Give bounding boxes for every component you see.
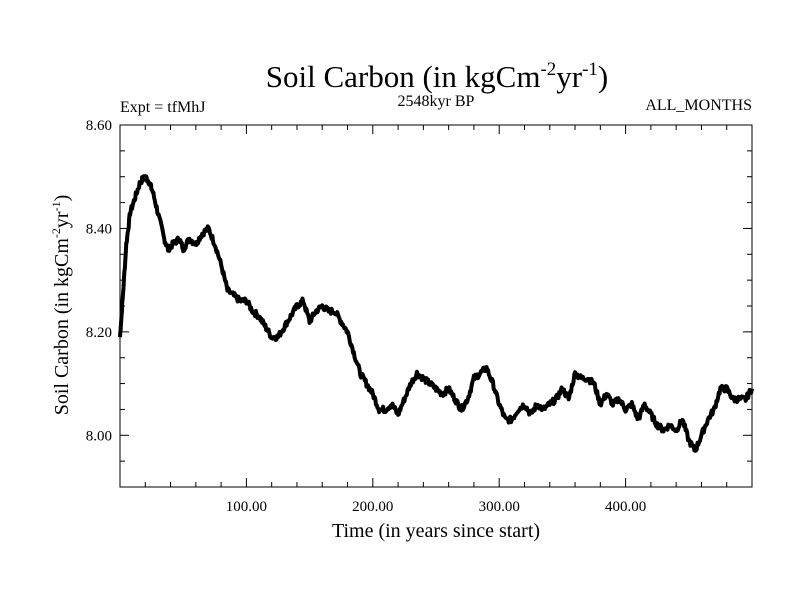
y-tick-label: 8.60	[86, 118, 112, 134]
y-tick-label: 8.00	[86, 428, 112, 444]
soil-carbon-series-line	[118, 174, 754, 453]
experiment-label: Expt = tfMhJ	[120, 99, 205, 116]
y-axis-ticks	[120, 124, 752, 488]
chart-title: Soil Carbon (in kgCm-2yr-1)	[266, 59, 609, 94]
x-tick-label: 100.00	[226, 499, 267, 515]
x-axis-label: Time (in years since start)	[332, 520, 540, 542]
months-label: ALL_MONTHS	[645, 97, 752, 114]
period-label: 2548kyr BP	[398, 93, 475, 110]
x-tick-label: 200.00	[352, 499, 393, 515]
x-axis-ticks	[144, 125, 728, 487]
x-tick-label: 300.00	[479, 499, 520, 515]
y-axis-tick-labels: 8.00 8.20 8.40 8.60	[86, 118, 112, 444]
x-axis-tick-labels: 100.00 200.00 300.00 400.00	[226, 499, 646, 515]
y-tick-label: 8.20	[86, 325, 112, 341]
y-axis-label: Soil Carbon (in kgCm-2yr-1)	[49, 195, 73, 416]
plot-frame	[119, 124, 753, 488]
x-tick-label: 400.00	[605, 499, 646, 515]
y-tick-label: 8.40	[86, 221, 112, 237]
